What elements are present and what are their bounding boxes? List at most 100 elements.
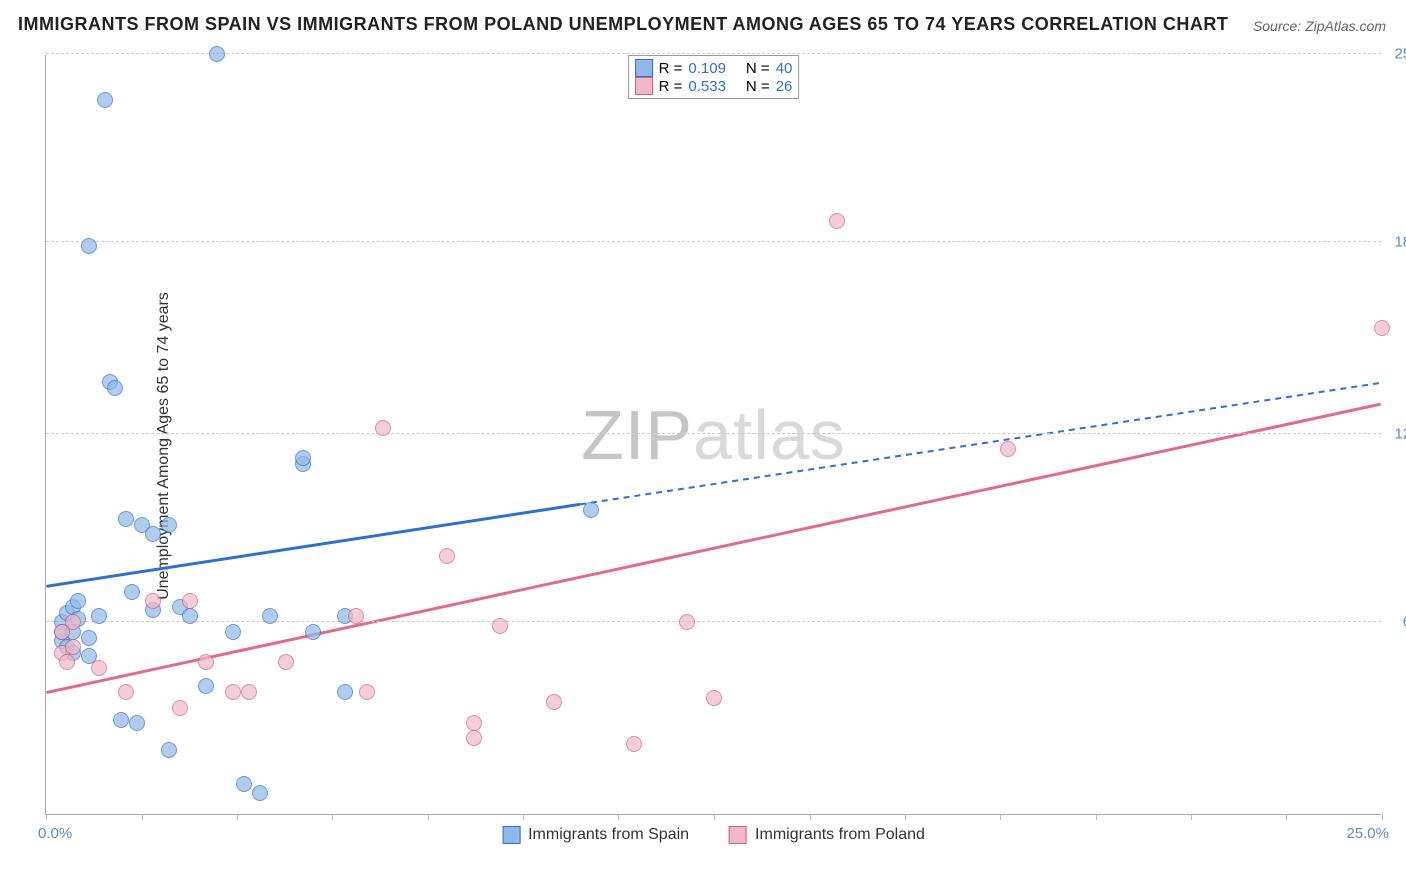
data-point <box>97 92 113 108</box>
scatter-plot: ZIPatlas R = 0.109N = 40R = 0.533N = 26 … <box>45 55 1381 815</box>
legend-r-label: R = <box>659 78 683 95</box>
y-tick-label: 18.8% <box>1394 234 1406 251</box>
data-point <box>492 618 508 634</box>
data-point <box>107 380 123 396</box>
data-point <box>124 584 140 600</box>
data-point <box>225 624 241 640</box>
data-point <box>829 213 845 229</box>
data-point <box>295 450 311 466</box>
legend-label: Immigrants from Poland <box>755 826 925 844</box>
gridline-h <box>46 621 1381 622</box>
legend-stats: R = 0.109 N = 40R = 0.533 N = 26 <box>628 55 800 99</box>
data-point <box>225 684 241 700</box>
watermark: ZIPatlas <box>581 395 846 475</box>
x-tick <box>237 814 238 820</box>
legend-swatch <box>502 826 520 844</box>
legend-n-label: N = <box>746 78 770 95</box>
data-point <box>81 238 97 254</box>
gridline-h <box>46 241 1381 242</box>
source-credit: Source: ZipAtlas.com <box>1253 18 1386 34</box>
data-point <box>278 654 294 670</box>
legend-stat-row: R = 0.533 N = 26 <box>635 77 793 95</box>
data-point <box>262 608 278 624</box>
x-tick <box>810 814 811 820</box>
watermark-zip: ZIP <box>581 396 693 474</box>
data-point <box>118 511 134 527</box>
data-point <box>182 593 198 609</box>
legend-swatch <box>729 826 747 844</box>
data-point <box>145 593 161 609</box>
legend-swatch <box>635 59 653 77</box>
x-tick <box>1000 814 1001 820</box>
data-point <box>161 517 177 533</box>
gridline-h <box>46 53 1381 54</box>
data-point <box>172 700 188 716</box>
x-axis-max-label: 25.0% <box>1346 825 1389 842</box>
data-point <box>546 694 562 710</box>
chart-title: IMMIGRANTS FROM SPAIN VS IMMIGRANTS FROM… <box>18 14 1228 35</box>
data-point <box>236 776 252 792</box>
data-point <box>161 742 177 758</box>
regression-line-dashed <box>580 383 1381 504</box>
data-point <box>375 420 391 436</box>
data-point <box>439 548 455 564</box>
x-tick <box>618 814 619 820</box>
legend-n-value: 26 <box>776 78 793 95</box>
x-tick <box>905 814 906 820</box>
y-tick-label: 12.5% <box>1394 426 1406 443</box>
x-tick <box>714 814 715 820</box>
x-tick <box>428 814 429 820</box>
x-axis-min-label: 0.0% <box>38 825 72 842</box>
data-point <box>706 690 722 706</box>
data-point <box>337 684 353 700</box>
regression-line-solid <box>46 404 1380 692</box>
source-label: Source: <box>1253 18 1301 34</box>
data-point <box>91 660 107 676</box>
legend-r-value: 0.533 <box>688 78 726 95</box>
data-point <box>252 785 268 801</box>
legend-series: Immigrants from Spain Immigrants from Pol… <box>502 826 925 844</box>
data-point <box>65 639 81 655</box>
x-tick <box>142 814 143 820</box>
legend-r-value: 0.109 <box>688 60 726 77</box>
data-point <box>466 715 482 731</box>
data-point <box>626 736 642 752</box>
source-value: ZipAtlas.com <box>1305 18 1386 34</box>
data-point <box>182 608 198 624</box>
data-point <box>466 730 482 746</box>
data-point <box>305 624 321 640</box>
data-point <box>241 684 257 700</box>
data-point <box>81 630 97 646</box>
gridline-h <box>46 433 1381 434</box>
y-tick-label: 25.0% <box>1394 46 1406 63</box>
data-point <box>1374 320 1390 336</box>
x-tick <box>523 814 524 820</box>
data-point <box>198 678 214 694</box>
data-point <box>113 712 129 728</box>
data-point <box>129 715 145 731</box>
legend-n-label: N = <box>746 60 770 77</box>
data-point <box>348 608 364 624</box>
data-point <box>1000 441 1016 457</box>
data-point <box>145 526 161 542</box>
data-point <box>70 593 86 609</box>
data-point <box>118 684 134 700</box>
data-point <box>198 654 214 670</box>
legend-item: Immigrants from Spain <box>502 826 689 844</box>
x-tick <box>46 814 47 820</box>
data-point <box>583 502 599 518</box>
watermark-atlas: atlas <box>693 396 846 474</box>
x-tick <box>1096 814 1097 820</box>
legend-n-value: 40 <box>776 60 793 77</box>
x-tick <box>332 814 333 820</box>
data-point <box>59 654 75 670</box>
x-tick <box>1191 814 1192 820</box>
data-point <box>65 614 81 630</box>
data-point <box>209 46 225 62</box>
x-tick <box>1286 814 1287 820</box>
legend-swatch <box>635 77 653 95</box>
data-point <box>359 684 375 700</box>
legend-item: Immigrants from Poland <box>729 826 925 844</box>
legend-stat-row: R = 0.109N = 40 <box>635 59 793 77</box>
x-tick <box>1382 814 1383 820</box>
